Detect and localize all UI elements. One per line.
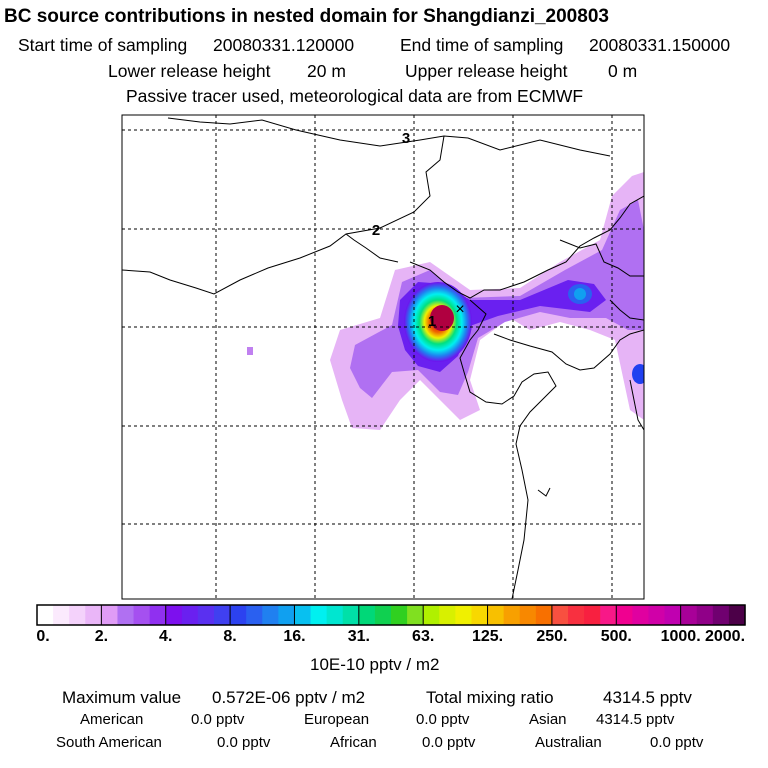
colorbar-tick-label: 1000. [660, 628, 701, 645]
tracer-note: Passive tracer used, meteorological data… [126, 86, 584, 106]
start-time-value: 20080331.120000 [213, 35, 355, 55]
colorbar-swatch [326, 605, 344, 625]
colorbar-tick-label: 125. [471, 628, 504, 645]
region-african-label: African [330, 734, 377, 751]
colorbar-swatch [214, 605, 231, 625]
colorbar-swatch [101, 605, 119, 625]
colorbar-swatch [37, 605, 54, 625]
region-australian-label: Australian [535, 734, 602, 751]
colorbar-unit: 10E-10 pptv / m2 [310, 655, 440, 674]
colorbar-swatch [696, 605, 714, 625]
colorbar-swatch [632, 605, 650, 625]
colorbar-tick-label: 63. [412, 628, 435, 645]
colorbar-swatch [278, 605, 296, 625]
colorbar-swatch [374, 605, 392, 625]
colorbar-swatch [568, 605, 585, 625]
concentration-field [247, 172, 644, 430]
map-title: BC source contributions in nested domain… [4, 6, 609, 27]
colorbar-swatch [181, 605, 199, 625]
total-mixing-value: 4314.5 pptv [603, 688, 692, 707]
colorbar-swatch [53, 605, 70, 625]
secondary-maximum-inner [574, 288, 586, 300]
isolated-cell [247, 347, 253, 355]
colorbar-swatch [680, 605, 698, 625]
upper-height-label: Upper release height [405, 61, 568, 81]
colorbar-swatch [310, 605, 328, 625]
colorbar-swatch [455, 605, 473, 625]
region-american-value: 0.0 pptv [191, 711, 245, 728]
station-marker-icon: × [455, 301, 464, 318]
region-european-value: 0.0 pptv [416, 711, 470, 728]
colorbar-swatch [664, 605, 682, 625]
region-asian-label: Asian [529, 711, 567, 728]
colorbar-swatch [149, 605, 167, 625]
colorbar-swatch [133, 605, 151, 625]
end-time-value: 20080331.150000 [589, 35, 731, 55]
colorbar-swatch [423, 605, 440, 625]
lower-height-label: Lower release height [108, 61, 271, 81]
region-european-label: European [304, 711, 370, 728]
region-south-american-label: South American [56, 734, 162, 751]
colorbar-tick-label: 500. [600, 628, 632, 645]
max-value-label: Maximum value [62, 688, 182, 707]
lower-height-value: 20 m [307, 61, 346, 81]
colorbar-swatch [230, 605, 247, 625]
start-time-label: Start time of sampling [18, 35, 188, 55]
upper-height-value: 0 m [608, 61, 638, 81]
region-african-value: 0.0 pptv [422, 734, 476, 751]
colorbar-swatch [728, 605, 746, 625]
lat-lon-grid [122, 115, 644, 599]
colorbar-swatch [342, 605, 360, 625]
marker-3: 3 [402, 130, 410, 147]
colorbar-swatch [503, 605, 521, 625]
colorbar-swatch [535, 605, 553, 625]
colorbar-swatch [584, 605, 601, 625]
map-frame [121, 114, 645, 600]
colorbar-swatch [712, 605, 730, 625]
colorbar [37, 605, 746, 625]
colorbar-swatch [551, 605, 569, 625]
colorbar-swatch [85, 605, 102, 625]
colorbar-swatch [294, 605, 312, 625]
colorbar-swatch [262, 605, 279, 625]
colorbar-tick-label: 31. [347, 628, 370, 645]
colorbar-swatch [358, 605, 376, 625]
colorbar-frame [36, 604, 746, 626]
colorbar-swatch [487, 605, 505, 625]
edge-cell [632, 364, 644, 384]
colorbar-swatch [165, 605, 183, 625]
colorbar-swatch [197, 605, 215, 625]
colorbar-swatch [600, 605, 617, 625]
region-american-label: American [80, 711, 144, 728]
colorbar-swatch [471, 605, 489, 625]
colorbar-tick-label: 16. [283, 628, 306, 645]
end-time-label: End time of sampling [400, 35, 564, 55]
colorbar-swatch [519, 605, 537, 625]
colorbar-swatch [391, 605, 408, 625]
marker-2: 2 [372, 222, 380, 239]
region-asian-value: 4314.5 pptv [596, 711, 675, 728]
marker-1: 1 [428, 313, 436, 330]
colorbar-swatch [439, 605, 456, 625]
colorbar-tick-label: 4. [159, 628, 173, 645]
coastlines [122, 117, 644, 599]
colorbar-swatch [246, 605, 263, 625]
colorbar-tick-label: 250. [536, 628, 568, 645]
colorbar-tick-label: 0. [36, 628, 50, 645]
region-south-american-value: 0.0 pptv [217, 734, 271, 751]
colorbar-tick-label: 2. [94, 628, 109, 645]
colorbar-swatch [117, 605, 135, 625]
colorbar-swatch [648, 605, 666, 625]
max-value: 0.572E-06 pptv / m2 [212, 688, 366, 707]
colorbar-swatch [407, 605, 424, 625]
region-australian-value: 0.0 pptv [650, 734, 704, 751]
plume-peak [430, 305, 454, 331]
colorbar-swatch [69, 605, 86, 625]
colorbar-tick-label: 8. [223, 628, 237, 645]
colorbar-swatch [616, 605, 633, 625]
total-mixing-label: Total mixing ratio [426, 688, 554, 707]
colorbar-tick-label: 2000. [704, 628, 746, 645]
